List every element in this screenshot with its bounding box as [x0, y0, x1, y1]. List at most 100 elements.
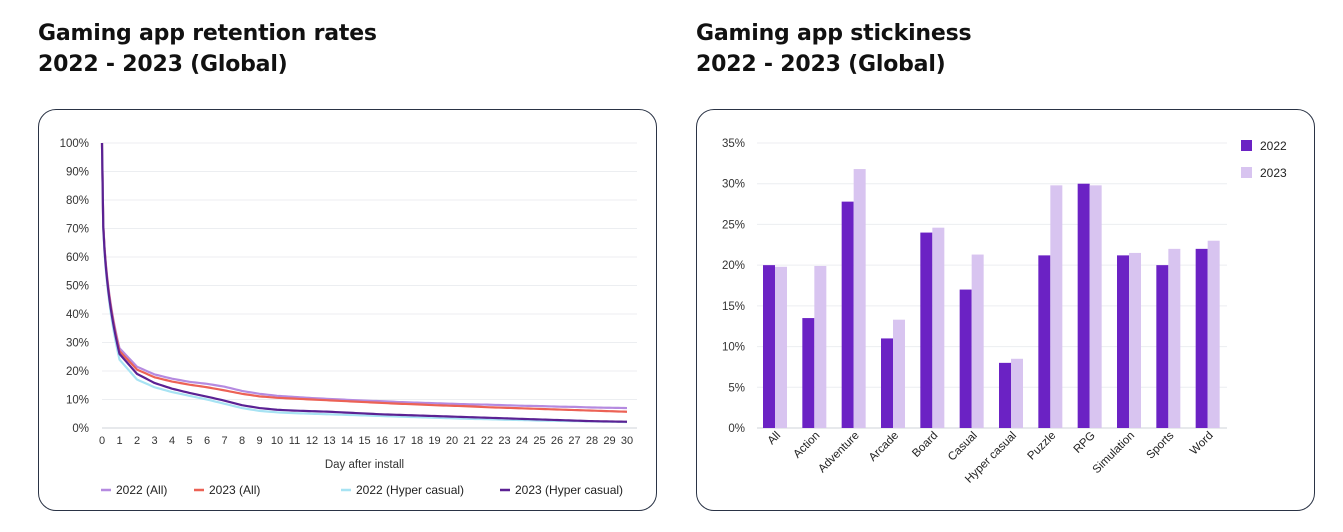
y-tick-label: 60% [66, 252, 89, 264]
y-tick-label: 10% [66, 395, 89, 407]
x-tick-label: Action [791, 430, 822, 461]
x-tick-label: 27 [568, 435, 580, 447]
x-tick-label: 23 [498, 435, 510, 447]
bar-2023-action [814, 265, 827, 428]
bar-2023-casual [971, 254, 984, 428]
x-tick-label: 22 [481, 435, 493, 447]
y-tick-label: 20% [722, 260, 745, 272]
retention-chart-card: 0% 10% 20% 30% 40% 50% 60% 70% 80% 90% 100% 0 1 2 3 4 5 6… [38, 109, 657, 511]
bar-2023-hyper-casual [1011, 358, 1023, 428]
y-tick-label: 20% [66, 366, 89, 378]
bar-2022-puzzle [1038, 255, 1051, 428]
legend-label: 2023 [1260, 166, 1287, 180]
bar-2022-adventure [841, 201, 854, 428]
bar-2022-board [920, 232, 933, 428]
retention-line-chart: 0%10%20%30%40%50%60%70%80%90%100%0 1 2 3 4 5 6… [60, 138, 637, 497]
y-tick-label: 30% [722, 179, 745, 191]
x-axis-label: Day after install [325, 459, 404, 471]
x-tick-label: 9 [256, 435, 262, 447]
x-tick-label: 0 [99, 435, 105, 447]
left-title-line-1: Gaming app retention rates [38, 21, 377, 46]
y-tick-label: 5% [728, 382, 745, 394]
x-tick-label: 20 [446, 435, 458, 447]
right-title-line-1: Gaming app stickiness [696, 21, 972, 46]
bar-2023-puzzle [1050, 185, 1063, 428]
legend-label: 2022 (All) [116, 483, 167, 497]
y-tick-label: 80% [66, 195, 89, 207]
y-tick-label: 50% [66, 281, 89, 293]
y-tick-label: 35% [722, 138, 745, 150]
x-tick-label: Board [910, 430, 940, 460]
y-tick-label: 100% [60, 138, 89, 150]
x-tick-label: 2 [134, 435, 140, 447]
bar-2022-arcade [881, 338, 893, 428]
x-tick-label: 13 [323, 435, 335, 447]
x-tick-label: 12 [306, 435, 318, 447]
x-tick-label: 18 [411, 435, 423, 447]
x-tick-label: 29 [603, 435, 615, 447]
x-tick-label: 10 [271, 435, 283, 447]
x-tick-label: Simulation [1091, 430, 1137, 476]
series-line-2023-all [100, 142, 628, 413]
legend-label: 2022 [1260, 139, 1287, 153]
x-tick-label: 15 [358, 435, 370, 447]
bar-2022-rpg [1077, 183, 1090, 428]
series-line-2022-all [100, 142, 628, 410]
stickiness-bar-chart: 0% 5% 10% 15% 20% 25% 30% 35% All ActionAdventure… [722, 138, 1287, 486]
bar-2022-word [1195, 248, 1208, 428]
x-tick-label: 7 [221, 435, 227, 447]
stickiness-chart-card: 0% 5% 10% 15% 20% 25% 30% 35% All Action Adventure… [696, 109, 1315, 511]
series-line-2023-hyper-casual [100, 142, 628, 423]
bar-2022-casual [959, 289, 972, 428]
x-tick-label: Arcade [867, 430, 901, 464]
series-line-2022-hyper-casual [100, 142, 628, 424]
bar-2023-all [775, 266, 787, 428]
x-tick-label: Adventure [816, 430, 862, 476]
legend-swatch [1241, 167, 1252, 178]
bar-2023-board [932, 227, 945, 428]
bar-2023-arcade [893, 319, 905, 428]
y-tick-label: 0% [728, 423, 745, 435]
x-tick-label: 17 [393, 435, 405, 447]
x-tick-label: Word [1188, 430, 1216, 458]
bar-2023-word [1207, 240, 1220, 428]
x-tick-label: 6 [204, 435, 210, 447]
y-tick-label: 40% [66, 309, 89, 321]
x-tick-label: 11 [289, 435, 300, 447]
x-tick-label: Casual [946, 430, 980, 464]
left-chart-title: Gaming app retention rates 2022 - 2023 (… [38, 18, 377, 80]
x-tick-label: 5 [186, 435, 192, 447]
right-title-line-2: 2022 - 2023 (Global) [696, 52, 946, 77]
x-tick-label: 14 [341, 435, 353, 447]
legend-label: 2023 (All) [209, 483, 260, 497]
x-tick-label: Sports [1144, 429, 1176, 461]
bar-2023-adventure [853, 169, 866, 429]
x-tick-label: 28 [586, 435, 598, 447]
x-tick-label: 19 [428, 435, 440, 447]
x-tick-label: Puzzle [1026, 430, 1059, 463]
y-tick-label: 70% [66, 224, 89, 236]
y-tick-label: 15% [722, 301, 745, 313]
x-tick-label: RPG [1072, 430, 1098, 456]
x-tick-label: 30 [621, 435, 633, 447]
bar-2022-simulation [1117, 255, 1129, 428]
y-tick-label: 0% [72, 423, 89, 435]
legend-swatch [1241, 140, 1252, 151]
bar-2023-simulation [1129, 252, 1141, 428]
bar-2023-sports [1168, 248, 1181, 428]
bar-2022-action [802, 318, 815, 428]
bar-2022-sports [1156, 265, 1169, 428]
x-tick-label: 21 [463, 435, 475, 447]
x-tick-label: 24 [516, 435, 528, 447]
y-tick-label: 30% [66, 338, 89, 350]
bar-2023-rpg [1089, 185, 1102, 428]
x-tick-label: All [766, 430, 784, 448]
bar-2022-hyper-casual [999, 362, 1011, 428]
y-tick-label: 90% [66, 167, 89, 179]
y-tick-label: 25% [722, 219, 745, 231]
x-tick-label: 3 [151, 435, 157, 447]
x-tick-label: 8 [239, 435, 245, 447]
bar-2022-all [763, 265, 775, 428]
right-chart-title: Gaming app stickiness 2022 - 2023 (Globa… [696, 18, 972, 80]
x-tick-label: 16 [376, 435, 388, 447]
